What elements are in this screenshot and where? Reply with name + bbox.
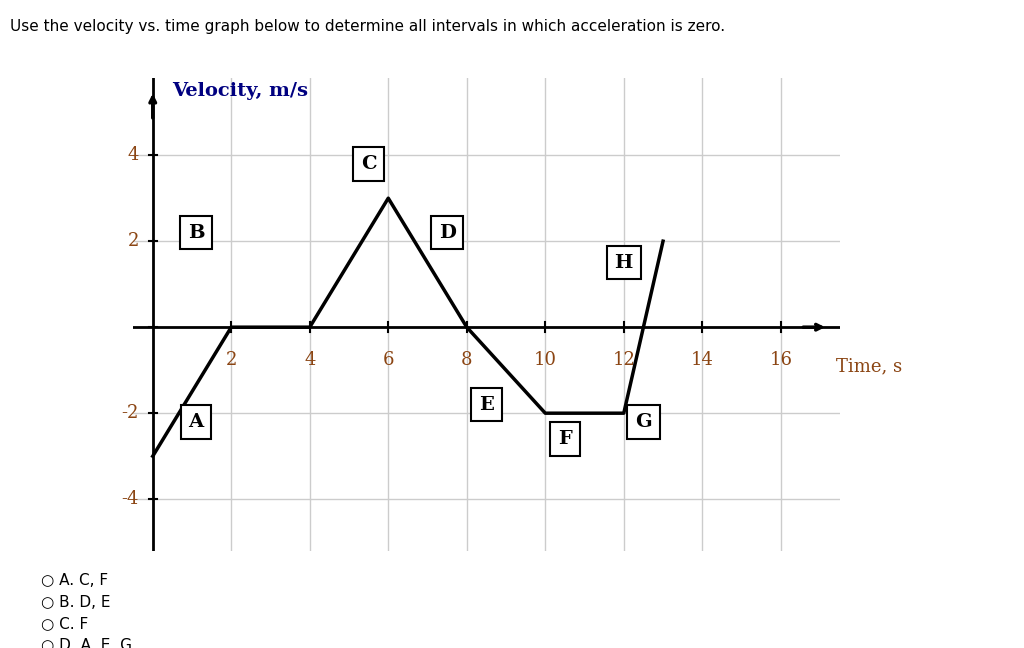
Text: B: B (187, 224, 204, 242)
Text: 10: 10 (534, 351, 557, 369)
Text: Time, s: Time, s (836, 357, 902, 375)
Text: 8: 8 (461, 351, 472, 369)
Text: E: E (479, 395, 494, 413)
Text: 12: 12 (612, 351, 635, 369)
Text: ○ C. F: ○ C. F (41, 616, 88, 631)
Text: 6: 6 (383, 351, 394, 369)
Text: D: D (438, 224, 456, 242)
Text: 4: 4 (128, 146, 139, 164)
Text: ○ A. C, F: ○ A. C, F (41, 573, 109, 588)
Text: ○ D. A, E, G: ○ D. A, E, G (41, 638, 132, 648)
Text: H: H (614, 253, 633, 272)
Text: -2: -2 (122, 404, 139, 422)
Text: 2: 2 (128, 232, 139, 250)
Text: 4: 4 (304, 351, 315, 369)
Text: ○ B. D, E: ○ B. D, E (41, 595, 111, 610)
Text: F: F (558, 430, 571, 448)
Text: 2: 2 (225, 351, 237, 369)
Text: Use the velocity vs. time graph below to determine all intervals in which accele: Use the velocity vs. time graph below to… (10, 19, 725, 34)
Text: G: G (635, 413, 651, 431)
Text: 14: 14 (691, 351, 714, 369)
Text: -4: -4 (122, 490, 139, 508)
Text: C: C (360, 155, 377, 173)
Text: A: A (188, 413, 204, 431)
Text: Velocity, m/s: Velocity, m/s (172, 82, 308, 100)
Text: 16: 16 (769, 351, 793, 369)
